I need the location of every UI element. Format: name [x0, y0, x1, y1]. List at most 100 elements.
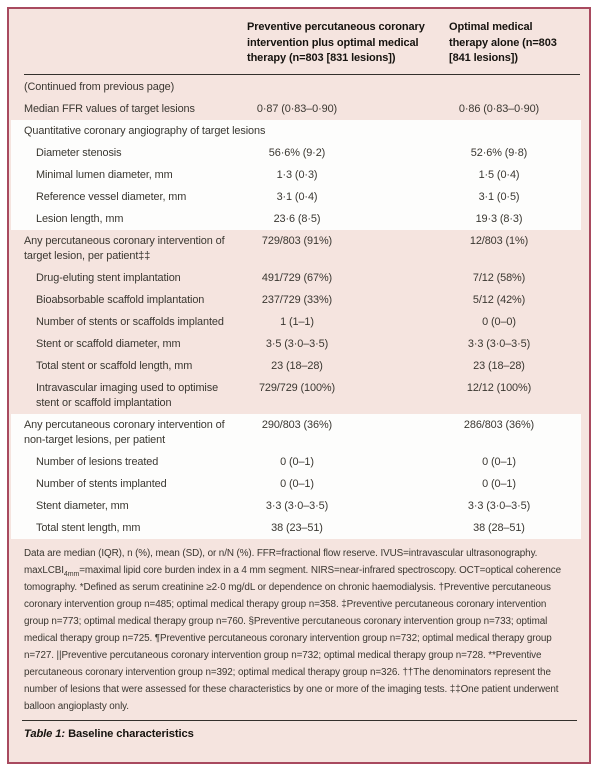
column-gap — [369, 234, 419, 249]
row-label: Reference vessel diameter, mm — [36, 191, 187, 204]
header-divider — [24, 73, 580, 75]
table-row: Minimal lumen diameter, mm 1·3 (0·3) 1·5 (… — [11, 164, 581, 187]
value-omt-alone: 0 (0–0) — [482, 316, 516, 329]
row-label: Bioabsorbable scaffold implantation — [36, 294, 205, 307]
row-label: Stent diameter, mm — [36, 500, 129, 513]
table-row: Any percutaneous coronary intervention o… — [11, 230, 581, 267]
value-omt-alone: 19·3 (8·3) — [475, 213, 523, 226]
row-label: (Continued from previous page) — [24, 81, 175, 94]
row-label: Number of stents implanted — [36, 478, 167, 491]
column-gap — [369, 102, 419, 117]
row-label: Intravascular imaging used to optimise s… — [36, 382, 219, 410]
value-omt-alone: 286/803 (36%) — [463, 419, 535, 432]
column-gap — [369, 146, 419, 161]
table-row: (Continued from previous page) — [11, 77, 581, 99]
value-omt-alone: 0·86 (0·83–0·90) — [458, 103, 540, 116]
value-preventive-pci: 0·87 (0·83–0·90) — [256, 103, 338, 116]
table-number-label: Table 1: — [24, 728, 66, 741]
row-label: Any percutaneous coronary intervention o… — [24, 419, 225, 447]
row-label: Total stent or scaffold length, mm — [36, 360, 193, 373]
value-preventive-pci: 729/803 (91%) — [261, 235, 333, 248]
header-column-gap — [433, 20, 449, 67]
column-header-preventive-pci: Preventive percutaneous coronary interve… — [247, 21, 425, 64]
row-label: Stent or scaffold diameter, mm — [36, 338, 181, 351]
table-row: Number of stents or scaffolds implanted 1… — [11, 311, 581, 333]
column-gap — [369, 168, 419, 183]
table-caption: Table 1: Baseline characteristics — [9, 721, 589, 740]
column-header-omt-alone: Optimal medical therapy alone (n=803 [84… — [449, 21, 557, 64]
value-omt-alone: 52·6% (9·8) — [470, 147, 528, 160]
caption-title: Baseline characteristics — [68, 728, 194, 741]
value-preventive-pci: 23 (18–28) — [271, 360, 323, 373]
column-gap — [369, 381, 419, 396]
value-preventive-pci: 3·1 (0·4) — [276, 191, 318, 204]
table-row: Lesion length, mm 23·6 (8·5) 19·3 (8·3) — [11, 208, 581, 231]
row-label: Number of stents or scaffolds implanted — [36, 316, 224, 329]
table-body: (Continued from previous page) Median FFR… — [11, 77, 581, 540]
value-preventive-pci: 3·5 (3·0–3·5) — [265, 338, 329, 351]
footnote-subscript-4mm: 4mm — [63, 571, 80, 579]
column-gap — [369, 499, 419, 514]
value-omt-alone: 0 (0–1) — [482, 456, 516, 469]
value-preventive-pci: 0 (0–1) — [280, 478, 314, 491]
value-preventive-pci: 3·3 (3·0–3·5) — [265, 500, 329, 513]
row-label: Number of lesions treated — [36, 456, 159, 469]
footnote-text-part1: Data are median (IQR), n (%), mean (SD),… — [24, 548, 538, 577]
caption-divider — [22, 720, 577, 722]
row-label: Drug-eluting stent implantation — [36, 272, 181, 285]
value-omt-alone: 5/12 (42%) — [472, 294, 526, 307]
table-row: Total stent length, mm 38 (23–51) 38 (28–5… — [11, 517, 581, 540]
column-gap — [369, 293, 419, 308]
table-row: Intravascular imaging used to optimise s… — [11, 377, 581, 414]
table-header: Preventive percutaneous coronary interve… — [9, 9, 589, 67]
row-label: Total stent length, mm — [36, 522, 141, 535]
value-omt-alone: 12/12 (100%) — [466, 382, 532, 395]
column-gap — [369, 418, 419, 433]
column-gap — [369, 190, 419, 205]
column-gap — [369, 455, 419, 470]
column-gap — [369, 359, 419, 374]
table-row: Median FFR values of target lesions 0·87 … — [11, 98, 581, 120]
table-panel: Preventive percutaneous coronary interve… — [7, 7, 591, 764]
column-gap — [369, 521, 419, 536]
value-omt-alone: 3·1 (0·5) — [478, 191, 520, 204]
table-row: Stent diameter, mm 3·3 (3·0–3·5) 3·3 (3·0–… — [11, 495, 581, 518]
value-preventive-pci: 23·6 (8·5) — [273, 213, 321, 226]
column-gap — [369, 477, 419, 492]
value-omt-alone: 0 (0–1) — [482, 478, 516, 491]
value-preventive-pci: 1 (1–1) — [280, 316, 314, 329]
table-row: Diameter stenosis 56·6% (9·2) 52·6% (9·8) — [11, 142, 581, 165]
header-label-spacer — [9, 20, 247, 67]
table-row: Number of stents implanted 0 (0–1) 0 (0–1) — [11, 473, 581, 496]
value-omt-alone: 38 (28–51) — [473, 522, 525, 535]
row-label: Lesion length, mm — [36, 213, 124, 226]
table-row: Drug-eluting stent implantation 491/729 (… — [11, 267, 581, 289]
value-preventive-pci: 38 (23–51) — [271, 522, 323, 535]
value-preventive-pci: 237/729 (33%) — [261, 294, 333, 307]
value-preventive-pci: 56·6% (9·2) — [268, 147, 326, 160]
row-label: Quantitative coronary angiography of tar… — [24, 125, 266, 138]
value-omt-alone: 7/12 (58%) — [472, 272, 526, 285]
row-label: Median FFR values of target lesions — [24, 103, 195, 116]
value-omt-alone: 3·3 (3·0–3·5) — [467, 500, 531, 513]
table-row: Total stent or scaffold length, mm 23 (18… — [11, 355, 581, 377]
row-label: Diameter stenosis — [36, 147, 122, 160]
value-omt-alone: 3·3 (3·0–3·5) — [467, 338, 531, 351]
row-label: Minimal lumen diameter, mm — [36, 169, 173, 182]
table-row: Number of lesions treated 0 (0–1) 0 (0–1) — [11, 451, 581, 474]
value-omt-alone: 1·5 (0·4) — [478, 169, 520, 182]
value-preventive-pci: 1·3 (0·3) — [276, 169, 318, 182]
value-preventive-pci: 729/729 (100%) — [258, 382, 336, 395]
table-footnote: Data are median (IQR), n (%), mean (SD),… — [9, 545, 589, 715]
table-row: Any percutaneous coronary intervention o… — [11, 414, 581, 452]
value-omt-alone: 12/803 (1%) — [469, 235, 529, 248]
value-omt-alone: 23 (18–28) — [473, 360, 525, 373]
row-label: Any percutaneous coronary intervention o… — [24, 235, 225, 263]
column-gap — [369, 212, 419, 227]
value-preventive-pci: 290/803 (36%) — [261, 419, 333, 432]
value-preventive-pci: 0 (0–1) — [280, 456, 314, 469]
table-row: Reference vessel diameter, mm 3·1 (0·4) 3·… — [11, 186, 581, 209]
value-preventive-pci: 491/729 (67%) — [261, 272, 333, 285]
column-gap — [369, 337, 419, 352]
table-row: Quantitative coronary angiography of tar… — [11, 120, 581, 143]
